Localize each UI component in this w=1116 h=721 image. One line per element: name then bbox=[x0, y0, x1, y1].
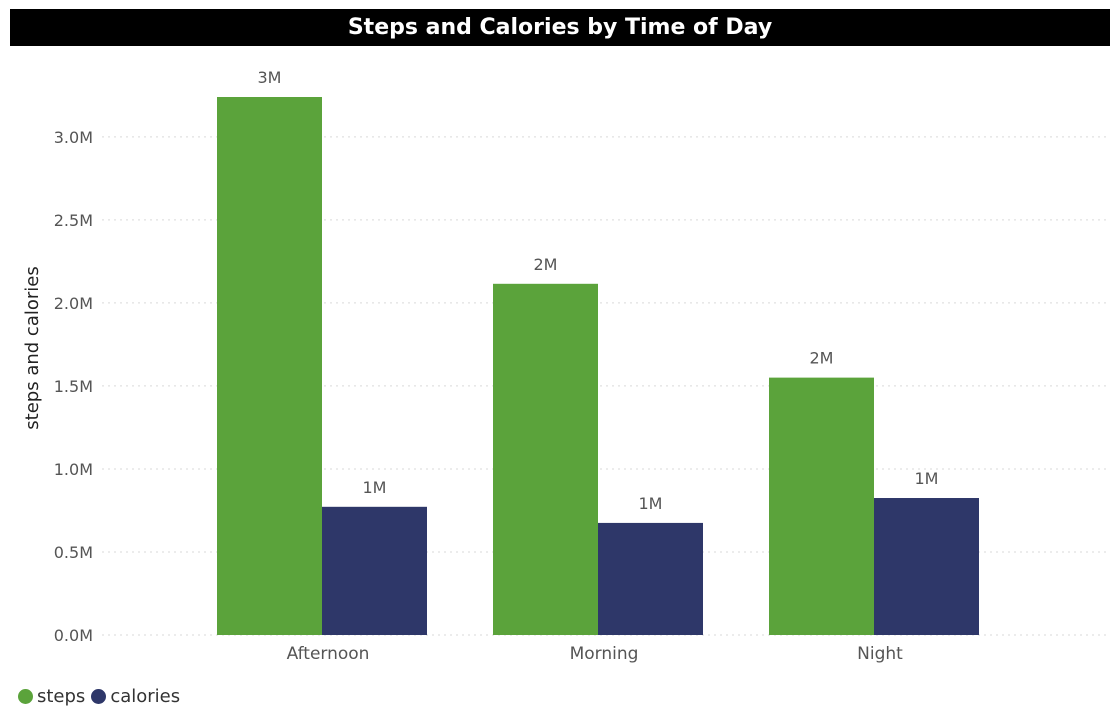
y-tick-label: 1.5M bbox=[54, 377, 93, 396]
x-category-label: Afternoon bbox=[287, 644, 370, 664]
data-label-calories-morning: 1M bbox=[639, 494, 663, 513]
bar-calories-night bbox=[874, 498, 979, 635]
x-category-label: Morning bbox=[570, 644, 639, 664]
y-tick-label: 1.0M bbox=[54, 460, 93, 479]
x-category-label: Night bbox=[857, 644, 903, 664]
bar-steps-afternoon bbox=[217, 97, 322, 635]
data-label-calories-night: 1M bbox=[915, 469, 939, 488]
data-label-steps-morning: 2M bbox=[534, 255, 558, 274]
y-tick-label: 0.0M bbox=[54, 626, 93, 645]
data-label-calories-afternoon: 1M bbox=[363, 478, 387, 497]
bar-chart: 0.0M 0.5M 1.0M 1.5M 2.0M 2.5M 3.0M steps and ca… bbox=[22, 68, 1108, 664]
legend-calories-marker bbox=[91, 689, 107, 704]
bar-steps-night bbox=[769, 377, 874, 635]
bar-calories-morning bbox=[598, 522, 703, 635]
y-tick-label: 0.5M bbox=[54, 543, 93, 562]
chart-title: Steps and Calories by Time of Day bbox=[10, 9, 1110, 46]
legend-calories-label: calories bbox=[110, 686, 181, 707]
legend-item-steps[interactable]: steps bbox=[18, 686, 85, 707]
y-tick-label: 3.0M bbox=[54, 128, 93, 147]
y-tick-label: 2.0M bbox=[54, 294, 93, 313]
data-label-steps-afternoon: 3M bbox=[258, 68, 282, 87]
legend-steps-marker bbox=[18, 689, 33, 704]
data-label-steps-night: 2M bbox=[810, 349, 834, 368]
bar-steps-morning bbox=[493, 283, 598, 635]
bar-calories-afternoon bbox=[322, 506, 427, 635]
y-axis-title: steps and calories bbox=[22, 266, 43, 429]
legend-steps-label: steps bbox=[37, 686, 86, 707]
legend: steps calories bbox=[18, 686, 186, 707]
y-tick-label: 2.5M bbox=[54, 211, 93, 230]
legend-item-calories[interactable]: calories bbox=[91, 686, 180, 707]
